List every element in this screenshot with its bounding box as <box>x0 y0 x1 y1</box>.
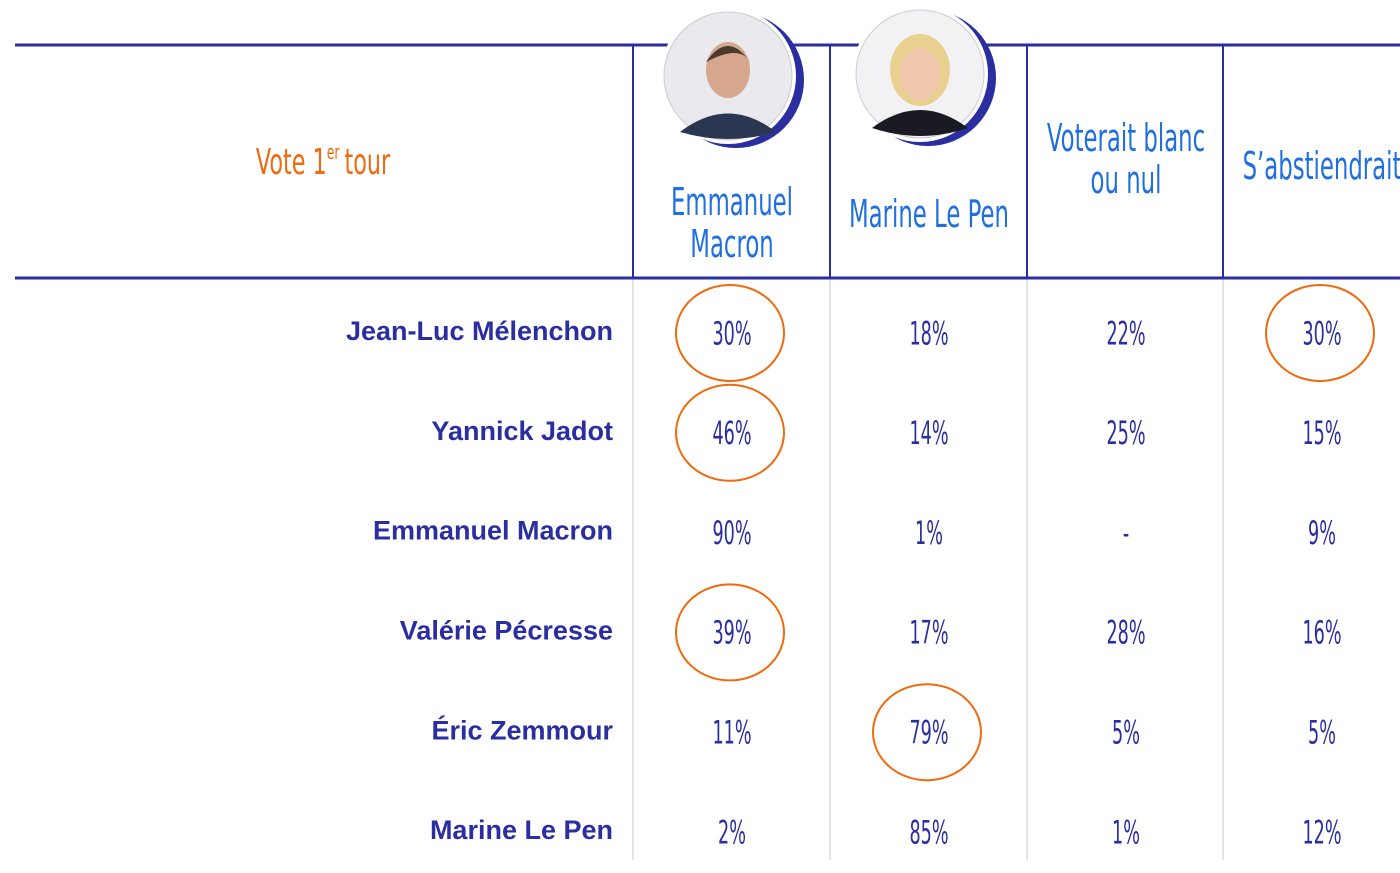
cell-value: 39% <box>712 615 751 652</box>
cell-value: 46% <box>712 416 751 453</box>
row-label: Jean-Luc Mélenchon <box>346 316 613 346</box>
column-header: ou nul <box>1091 159 1162 203</box>
cell-value: 15% <box>1302 416 1341 453</box>
cell-value: 5% <box>1308 715 1336 752</box>
cell-value: 11% <box>712 715 751 752</box>
cell-value: 79% <box>909 715 948 752</box>
title-part: Vote 1 <box>256 141 327 183</box>
row-label: Yannick Jadot <box>431 416 613 446</box>
cell-value: - <box>1123 515 1129 552</box>
cell-value: 9% <box>1308 515 1336 552</box>
row-label: Marine Le Pen <box>430 815 613 845</box>
column-header: Marine Le Pen <box>849 193 1009 237</box>
cell-value: 5% <box>1112 715 1140 752</box>
cell-value: 16% <box>1302 615 1341 652</box>
highlight-circle <box>1265 284 1375 382</box>
cell-value: 28% <box>1106 615 1145 652</box>
highlight-circle <box>872 683 982 782</box>
row-label: Éric Zemmour <box>431 714 613 745</box>
cell-value: 1% <box>915 515 943 552</box>
highlight-circle <box>675 284 785 382</box>
column-header: Voterait blanc <box>1047 117 1205 161</box>
row-label: Valérie Pécresse <box>400 616 613 646</box>
cell-value: 2% <box>718 815 746 852</box>
highlight-circle <box>675 383 785 482</box>
cell-value: 12% <box>1302 815 1341 852</box>
portrait-le-pen <box>852 6 996 146</box>
column-header: Macron <box>690 223 773 267</box>
cell-value: 18% <box>909 316 948 353</box>
portrait-macron <box>660 8 804 148</box>
highlight-circle <box>675 583 785 682</box>
column-header: Emmanuel <box>671 181 793 225</box>
cell-value: 85% <box>909 815 948 852</box>
column-header: S’abstiendrait <box>1243 145 1400 189</box>
cell-value: 1% <box>1112 815 1140 852</box>
row-label: Emmanuel Macron <box>373 516 613 546</box>
cell-value: 25% <box>1106 416 1145 453</box>
cell-value: 30% <box>712 316 751 353</box>
cell-value: 90% <box>712 515 751 552</box>
cell-value: 30% <box>1302 316 1341 353</box>
title-superscript: er <box>327 140 340 163</box>
cell-value: 22% <box>1106 316 1145 353</box>
cell-value: 14% <box>909 416 948 453</box>
row-header: Vote 1er tour <box>256 140 391 182</box>
grid <box>15 43 1400 860</box>
title-part: tour <box>344 141 390 183</box>
cell-value: 17% <box>909 615 948 652</box>
